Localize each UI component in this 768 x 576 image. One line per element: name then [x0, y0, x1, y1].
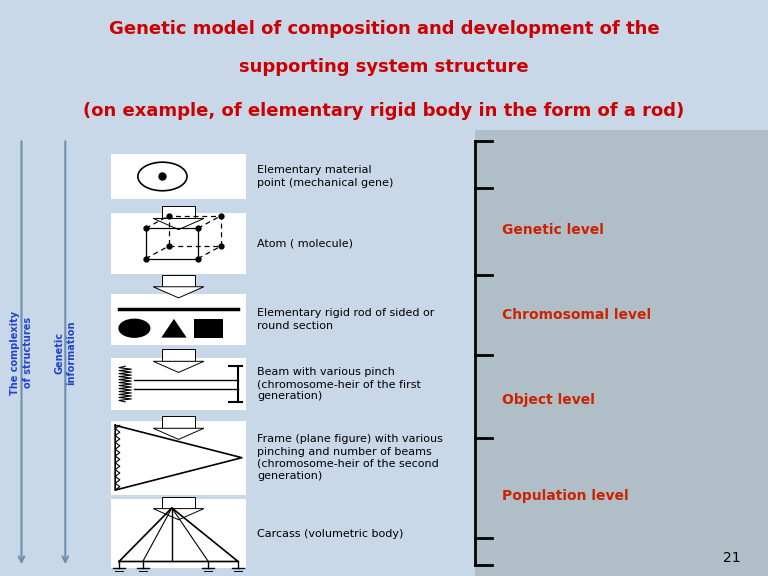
Polygon shape	[161, 319, 187, 338]
Text: Object level: Object level	[502, 393, 594, 407]
Text: Beam with various pinch
(chromosome-heir of the first
generation): Beam with various pinch (chromosome-heir…	[257, 367, 421, 401]
Text: Atom ( molecule): Atom ( molecule)	[257, 238, 353, 248]
Text: Genetic level: Genetic level	[502, 223, 604, 237]
Text: Genetic model of composition and development of the: Genetic model of composition and develop…	[109, 20, 659, 37]
Bar	[111, 294, 246, 345]
Text: Chromosomal level: Chromosomal level	[502, 308, 650, 322]
Bar	[194, 319, 223, 338]
Bar	[161, 275, 195, 287]
Polygon shape	[153, 429, 204, 439]
Circle shape	[119, 319, 150, 337]
Bar	[111, 213, 246, 274]
Text: Elementary material
point (mechanical gene): Elementary material point (mechanical ge…	[257, 165, 394, 188]
Text: Elementary rigid rod of sided or
round section: Elementary rigid rod of sided or round s…	[257, 308, 435, 331]
Text: (on example, of elementary rigid body in the form of a rod): (on example, of elementary rigid body in…	[84, 103, 684, 120]
Text: Carcass (volumetric body): Carcass (volumetric body)	[257, 529, 404, 539]
Bar	[475, 130, 768, 576]
Text: Genetic
information: Genetic information	[54, 321, 77, 385]
Bar	[111, 499, 246, 568]
Bar	[111, 421, 246, 495]
Text: The complexity
of structures: The complexity of structures	[10, 310, 33, 395]
Bar	[111, 358, 246, 410]
Polygon shape	[153, 287, 204, 298]
Bar	[161, 416, 195, 429]
Polygon shape	[153, 509, 204, 520]
Text: Population level: Population level	[502, 488, 628, 503]
Text: Frame (plane figure) with various
pinching and number of beams
(chromosome-heir : Frame (plane figure) with various pinchi…	[257, 434, 443, 482]
Polygon shape	[153, 361, 204, 373]
Text: 21: 21	[723, 551, 741, 565]
Polygon shape	[153, 218, 204, 230]
Bar	[161, 349, 195, 361]
Bar	[161, 206, 195, 218]
Text: supporting system structure: supporting system structure	[239, 58, 529, 77]
Bar	[0, 130, 475, 576]
Bar	[111, 154, 246, 199]
Bar	[161, 497, 195, 509]
